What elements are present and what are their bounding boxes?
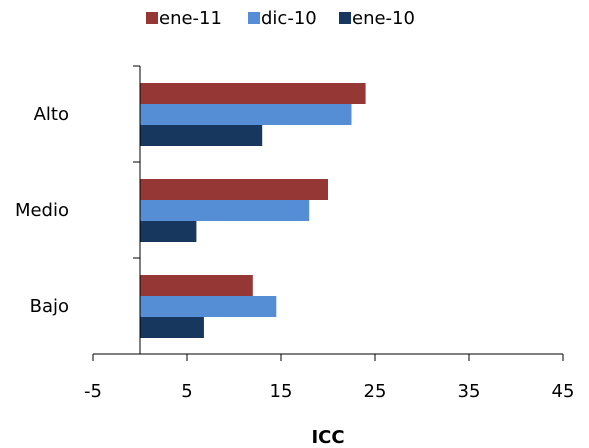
x-tick-label: 35 xyxy=(458,381,481,402)
bar-ene-11-bajo xyxy=(140,275,253,296)
legend-swatch-dic-10 xyxy=(248,12,260,24)
axes-group xyxy=(92,65,564,361)
legend: ene-11 dic-10 ene-10 xyxy=(146,8,415,29)
bar-dic-10-bajo xyxy=(140,296,277,317)
category-label-alto: Alto xyxy=(34,104,69,125)
x-tick-label: 5 xyxy=(181,381,192,402)
x-tick-label: 25 xyxy=(364,381,387,402)
bar-ene-10-medio xyxy=(140,221,197,242)
legend-label-ene-11: ene-11 xyxy=(159,8,222,29)
x-tick-label: 45 xyxy=(552,381,575,402)
category-label-bajo: Bajo xyxy=(30,296,69,317)
x-tick-label: -5 xyxy=(84,381,102,402)
bar-ene-11-medio xyxy=(140,179,328,200)
legend-label-ene-10: ene-10 xyxy=(352,8,415,29)
labels-group: Alto Medio Bajo -5 5 15 25 35 45 ICC xyxy=(15,104,575,448)
x-axis-title: ICC xyxy=(311,427,344,448)
legend-label-dic-10: dic-10 xyxy=(261,8,317,29)
bar-dic-10-medio xyxy=(140,200,310,221)
legend-swatch-ene-10 xyxy=(339,12,351,24)
bar-dic-10-alto xyxy=(140,104,352,125)
category-label-medio: Medio xyxy=(15,200,69,221)
x-tick-label: 15 xyxy=(270,381,293,402)
bar-ene-11-alto xyxy=(140,83,366,104)
legend-swatch-ene-11 xyxy=(146,12,158,24)
bars-group xyxy=(140,83,366,338)
bar-ene-10-alto xyxy=(140,125,263,146)
bar-ene-10-bajo xyxy=(140,317,204,338)
